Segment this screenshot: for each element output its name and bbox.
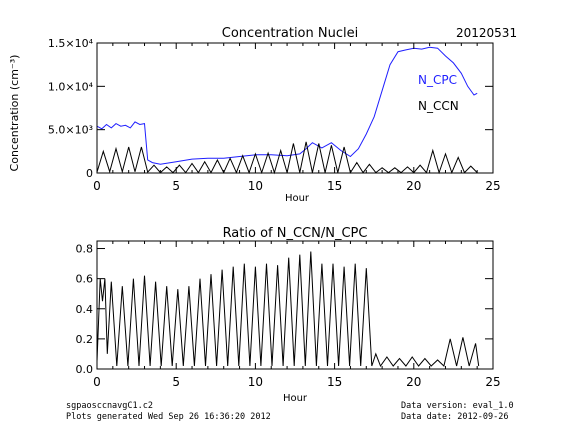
axes: 0 5 10 15 20 25 0 5.0×10³ 1.0×10⁴ 1.5×10⁴ bbox=[48, 37, 501, 193]
footer-left: sgpaosccnavgC1.c2 Plots generated Wed Se… bbox=[66, 401, 271, 423]
x-tick-label: 15 bbox=[327, 375, 342, 389]
x-tick-label: 20 bbox=[406, 375, 421, 389]
plot-area bbox=[96, 251, 480, 368]
x-tick-label: 5 bbox=[172, 179, 180, 193]
axes-frame bbox=[96, 240, 494, 370]
ratio-chart: Ratio of N_CCN/N_CPC 0 5 10 15 20 25 0.0 0.2 0.4… bbox=[76, 226, 501, 404]
x-tick-label: 20 bbox=[406, 179, 421, 193]
y-axis-label: Concentration (cm⁻³) bbox=[8, 55, 21, 172]
y-tick-label: 0.8 bbox=[76, 243, 94, 256]
x-axis-label: Hour bbox=[283, 393, 308, 404]
x-tick-label: 15 bbox=[327, 179, 342, 193]
concentration-chart: Concentration Nuclei 20120531 0 5 10 15 20 25… bbox=[8, 26, 517, 204]
series-line-n-cpc bbox=[96, 46, 478, 165]
footer-data-date: Data date: 2012-09-26 bbox=[401, 412, 509, 422]
y-tick-label: 0.2 bbox=[76, 333, 94, 346]
x-tick-label: 25 bbox=[485, 179, 500, 193]
y-tick-label: 5.0×10³ bbox=[48, 124, 93, 137]
footer-right: Data version: eval_1.0 Data date: 2012-0… bbox=[401, 401, 514, 423]
date-label: 20120531 bbox=[456, 26, 517, 40]
y-tick-label: 0.4 bbox=[76, 303, 94, 316]
chart-title: Ratio of N_CCN/N_CPC bbox=[223, 226, 368, 241]
footer-generated: Plots generated Wed Sep 26 16:36:20 2012 bbox=[66, 412, 271, 422]
x-tick-label: 5 bbox=[172, 375, 180, 389]
y-tick-label: 1.5×10⁴ bbox=[48, 37, 94, 50]
footer-data-version: Data version: eval_1.0 bbox=[401, 401, 514, 411]
series-line-ratio bbox=[96, 251, 480, 368]
x-tick-label: 25 bbox=[485, 375, 500, 389]
y-tick-label: 0.0 bbox=[76, 363, 94, 376]
x-tick-label: 0 bbox=[93, 375, 101, 389]
x-axis-label: Hour bbox=[285, 193, 310, 204]
y-tick-label: 0 bbox=[86, 167, 93, 180]
x-tick-label: 10 bbox=[248, 375, 263, 389]
series-line-n-ccn bbox=[96, 141, 478, 175]
x-tick-label: 10 bbox=[248, 179, 263, 193]
axes: 0 5 10 15 20 25 0.0 0.2 0.4 0.6 0.8 bbox=[76, 240, 501, 389]
chart-title: Concentration Nuclei bbox=[222, 26, 358, 41]
x-tick-label: 0 bbox=[93, 179, 101, 193]
footer-filename: sgpaosccnavgC1.c2 bbox=[66, 401, 153, 411]
legend-n-cpc: N_CPC bbox=[418, 73, 457, 87]
legend-n-ccn: N_CCN bbox=[418, 99, 459, 113]
axes-frame bbox=[96, 42, 494, 174]
y-tick-label: 0.6 bbox=[76, 273, 94, 286]
y-tick-label: 1.0×10⁴ bbox=[48, 80, 94, 93]
